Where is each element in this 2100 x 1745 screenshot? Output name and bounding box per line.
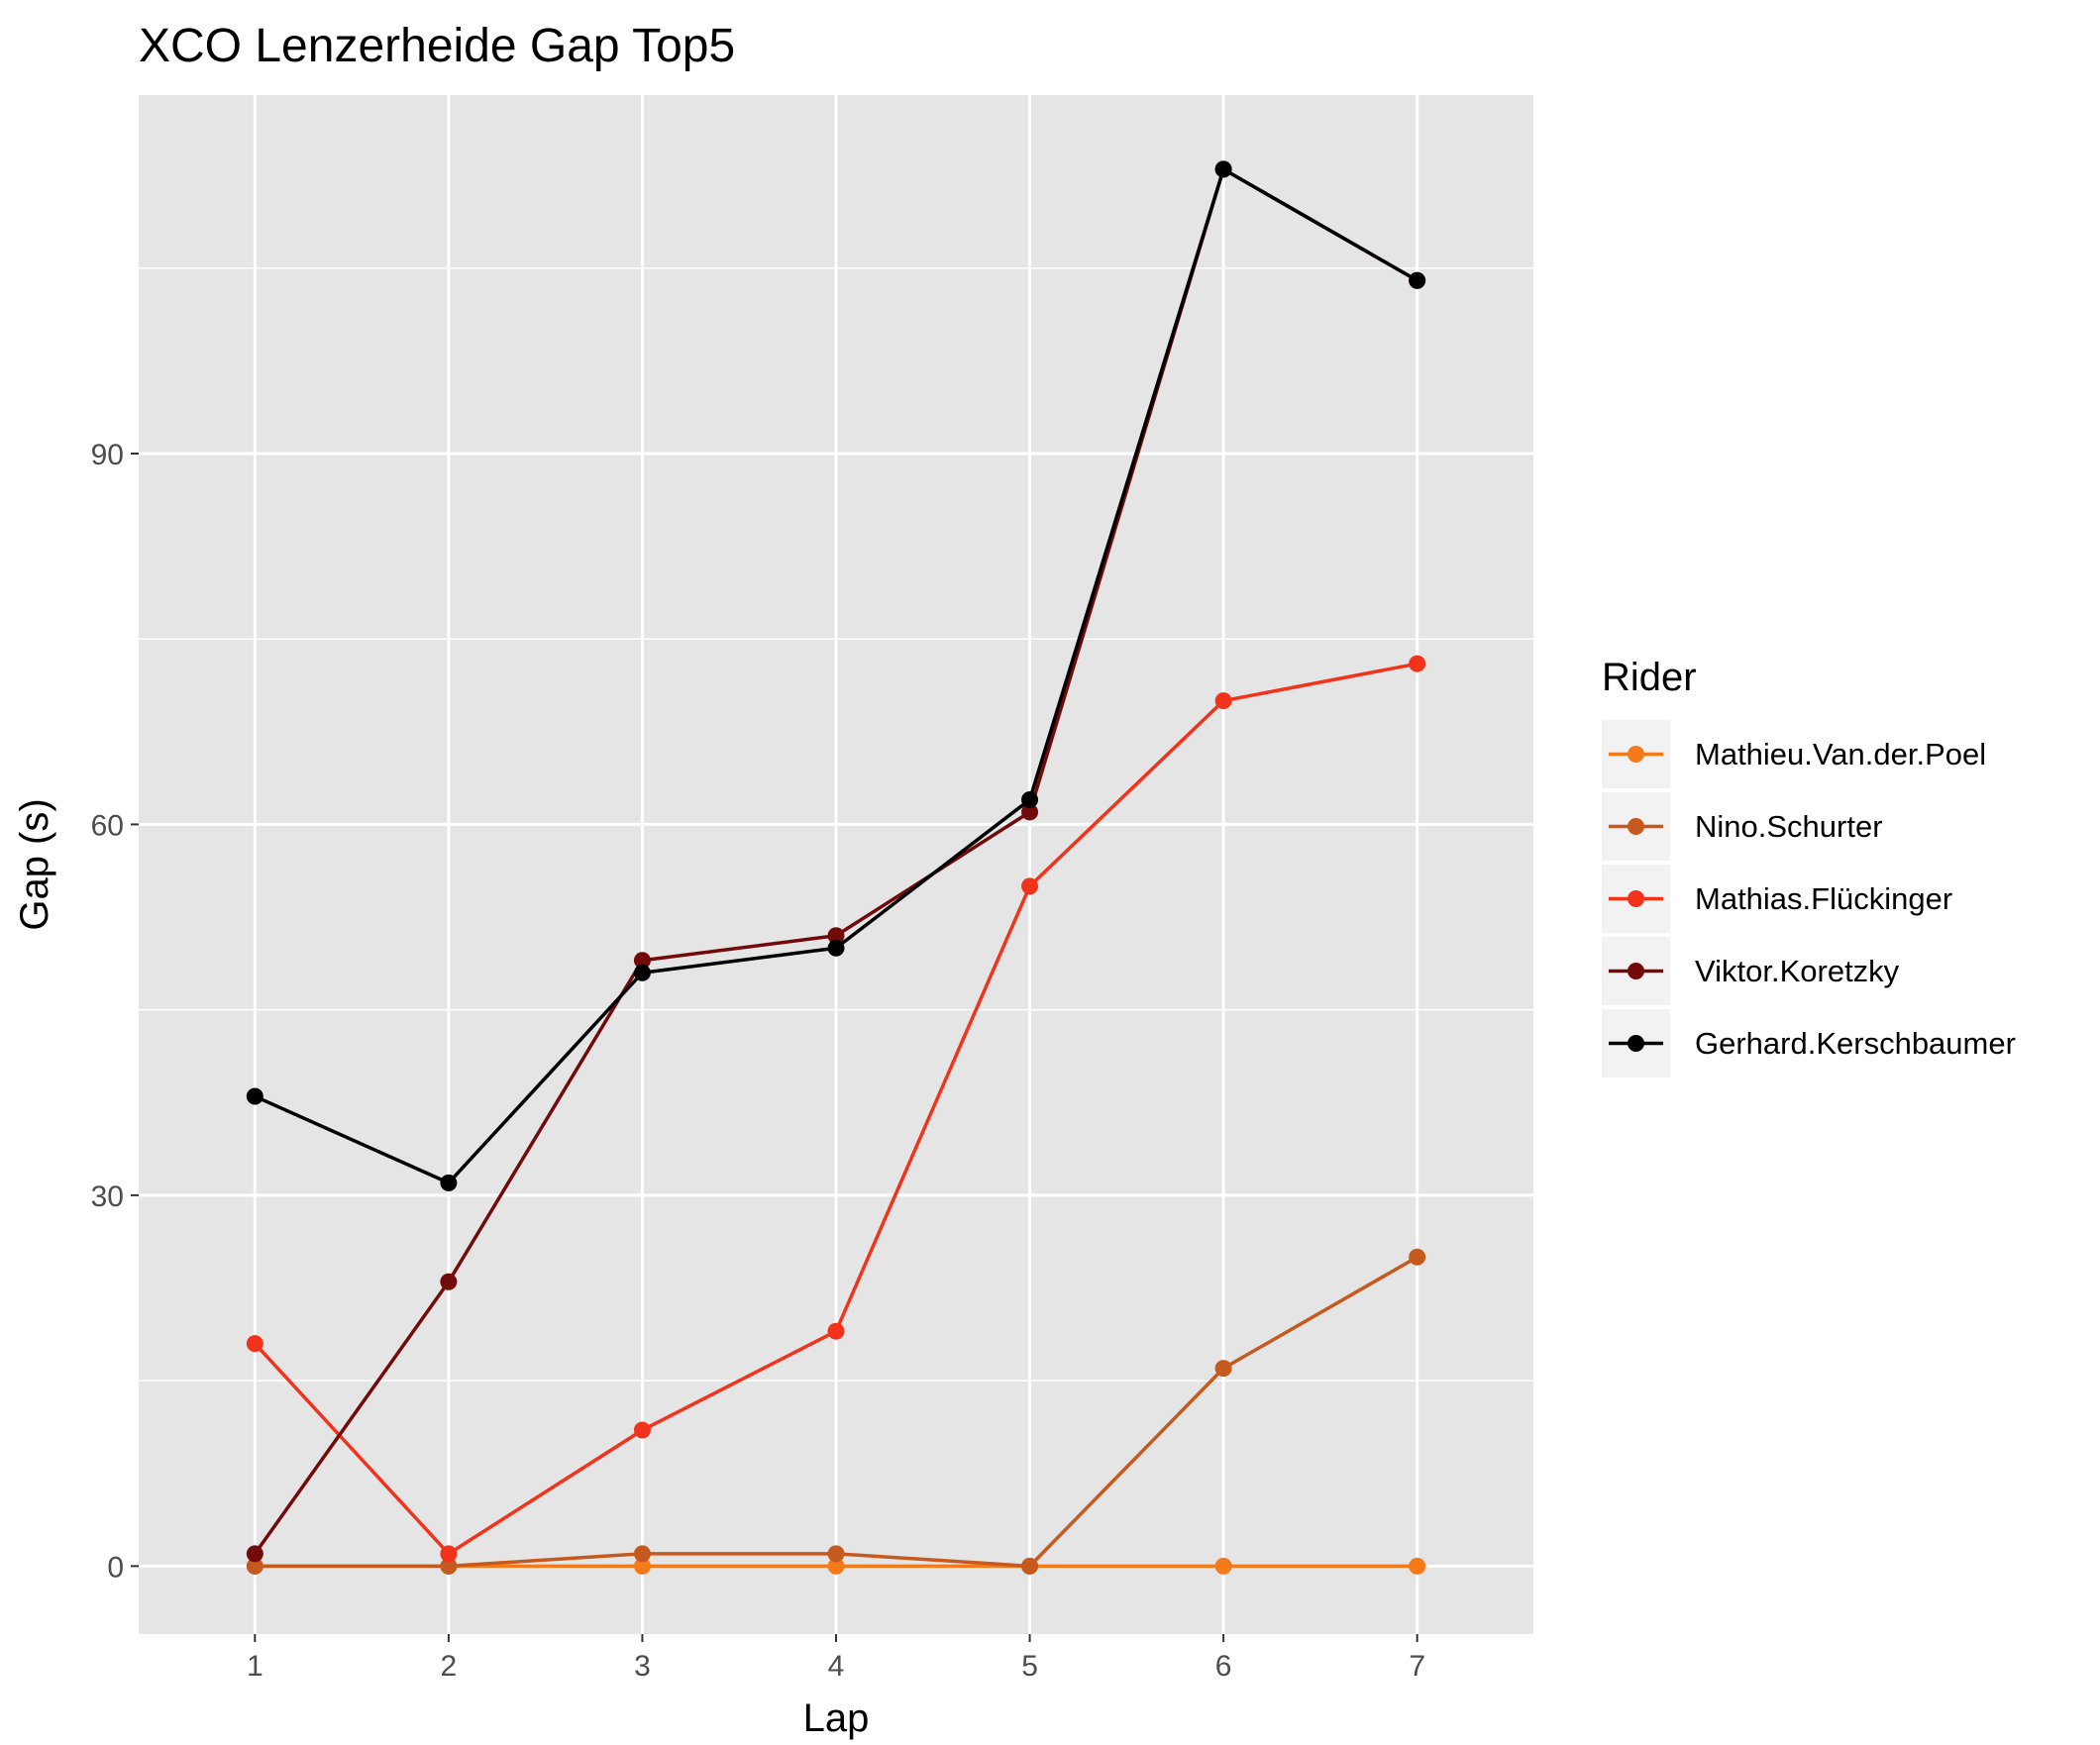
legend-label: Mathias.Flückinger [1695, 881, 1952, 916]
legend-label: Mathieu.Van.der.Poel [1695, 737, 1986, 771]
series-point [246, 1335, 263, 1353]
series-point [633, 1545, 651, 1563]
series-point [827, 1545, 845, 1563]
y-tick-label: 60 [91, 809, 124, 842]
x-tick-label: 6 [1215, 1650, 1232, 1683]
series-point [440, 1557, 458, 1575]
major-gridlines [139, 95, 1533, 1634]
series-point [440, 1273, 458, 1290]
series-point [633, 1421, 651, 1439]
series-point [440, 1174, 458, 1191]
legend-key-point [1628, 746, 1644, 763]
series-point [1214, 1557, 1232, 1575]
legend-key-point [1628, 1035, 1644, 1052]
series-point [246, 1557, 263, 1575]
legend: Rider Mathieu.Van.der.PoelNino.SchurterM… [1602, 656, 2016, 1078]
series-point [1021, 790, 1039, 808]
series-point [1214, 692, 1232, 710]
legend-key-point [1628, 818, 1644, 835]
series-point [827, 927, 845, 945]
legend-label: Viktor.Koretzky [1695, 954, 1900, 988]
series-point [1409, 1557, 1426, 1575]
x-tick-label: 1 [247, 1650, 263, 1683]
series-point [1409, 271, 1426, 289]
series-point [1021, 877, 1039, 895]
series-point [1214, 160, 1232, 178]
series-point [827, 1322, 845, 1340]
y-tick-label: 90 [91, 439, 124, 471]
series-point [633, 964, 651, 981]
x-axis-title: Lap [803, 1696, 870, 1740]
legend-label: Nino.Schurter [1695, 809, 1883, 844]
series-layer [246, 160, 1426, 1575]
chart-title: XCO Lenzerheide Gap Top5 [139, 20, 735, 72]
legend-key-point [1628, 963, 1644, 979]
x-axis: 1 2 3 4 5 6 7 [247, 1634, 1425, 1683]
legend-key-point [1628, 890, 1644, 907]
series-point [827, 939, 845, 957]
series-point [827, 1557, 845, 1575]
legend-items: Mathieu.Van.der.Poel Nino.Schurter Mathias… [1602, 720, 2016, 1078]
x-tick-label: 3 [634, 1650, 651, 1683]
y-tick-label: 30 [91, 1180, 124, 1213]
x-tick-label: 2 [441, 1650, 458, 1683]
x-tick-label: 5 [1021, 1650, 1038, 1683]
series-point [633, 952, 651, 970]
legend-label: Gerhard.Kerschbaumer [1695, 1026, 2016, 1061]
series-point [246, 1545, 263, 1563]
series-point [1409, 1248, 1426, 1266]
series-point [1021, 803, 1039, 821]
x-tick-label: 7 [1409, 1650, 1425, 1683]
y-axis: 0 30 60 90 [91, 439, 139, 1584]
series-point [1409, 655, 1426, 672]
y-axis-title: Gap (s) [13, 798, 56, 930]
series-point [1214, 1360, 1232, 1378]
series-point [440, 1545, 458, 1563]
legend-title: Rider [1602, 656, 1697, 699]
x-tick-label: 4 [828, 1650, 845, 1683]
series-point [633, 1557, 651, 1575]
series-point [1021, 1557, 1039, 1575]
series-point [246, 1087, 263, 1105]
y-tick-label: 0 [107, 1551, 124, 1584]
